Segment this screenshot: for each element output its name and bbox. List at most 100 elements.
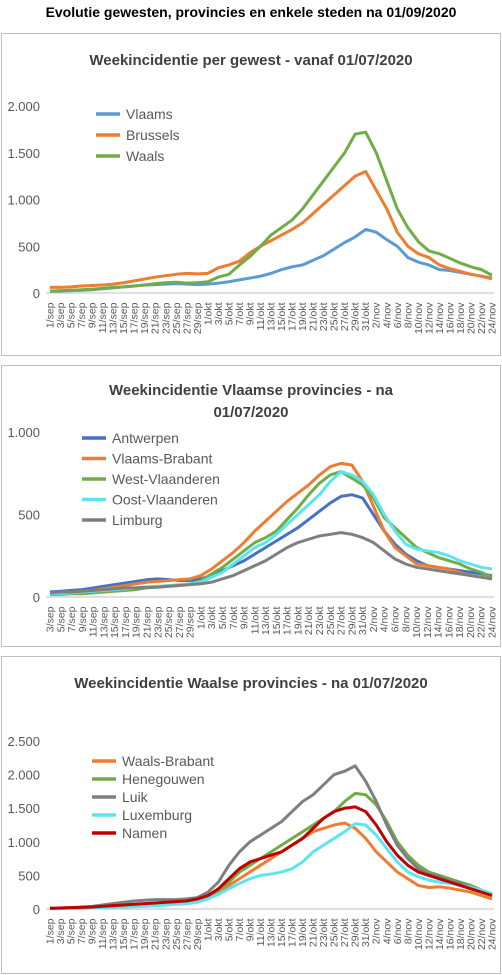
x-tick-label: 1/okt [202, 918, 214, 941]
y-tick-label: 0 [33, 590, 40, 605]
x-tick-label: 8/nov [402, 302, 414, 328]
x-tick-label: 21/sep [150, 918, 162, 950]
x-tick-label: 9/sep [87, 302, 99, 328]
x-tick-label: 2/nov [368, 606, 380, 632]
x-tick-label: 8/nov [400, 606, 412, 632]
series-line [49, 130, 493, 293]
legend-label: Vlaams-Brabant [112, 451, 212, 467]
x-tick-label: 24/nov [487, 918, 499, 950]
x-tick-label: 6/nov [392, 918, 404, 944]
x-tick-label: 14/nov [434, 302, 446, 334]
x-tick-label: 25/okt [329, 302, 341, 331]
series-line [50, 821, 493, 910]
x-tick-label: 16/nov [444, 302, 456, 334]
x-tick-label: 11/sep [88, 606, 100, 637]
x-tick-label: 7/sep [76, 302, 88, 328]
legend-label: West-Vlaanderen [112, 471, 220, 487]
x-tick-label: 11/okt [249, 606, 261, 634]
x-tick-label: 17/sep [129, 302, 141, 334]
x-tick-label: 7/okt [234, 918, 246, 941]
x-tick-label: 20/nov [465, 302, 477, 334]
x-tick-label: 2/nov [371, 918, 383, 944]
x-tick-label: 25/sep [171, 302, 183, 334]
y-tick-label: 2.500 [7, 734, 40, 749]
x-tick-label: 22/nov [476, 918, 488, 950]
x-tick-label: 19/okt [297, 918, 309, 947]
x-tick-label: 19/sep [139, 918, 151, 950]
x-tick-label: 5/okt [217, 606, 229, 629]
x-tick-label: 8/nov [402, 918, 414, 944]
x-tick-label: 29/sep [192, 918, 204, 950]
x-tick-label: 21/sep [142, 606, 154, 638]
series-line [49, 461, 493, 596]
chart-title: Weekincidentie Waalse provincies - na 01… [74, 675, 428, 692]
series-line [50, 169, 493, 289]
x-tick-label: 29/sep [192, 302, 204, 334]
x-tick-label: 15/sep [109, 606, 121, 638]
x-tick-label: 21/sep [150, 302, 162, 334]
chart-panel: 0 500 1.000 1.500 2.000 2.500 1/sep 3/sep 5/sep 7… [1, 656, 501, 974]
x-tick-label: 15/okt [276, 302, 288, 331]
y-tick-label: 1.000 [7, 425, 40, 440]
x-tick-label: 23/sep [152, 606, 164, 638]
x-tick-label: 10/nov [413, 918, 425, 950]
y-tick-label: 0 [33, 286, 40, 301]
x-tick-label: 13/sep [108, 302, 120, 334]
legend-label: Brussels [126, 127, 180, 143]
x-tick-label: 17/okt [287, 918, 299, 947]
x-tick-label: 1/sep [45, 918, 57, 944]
chart-panel: 0 500 1.000 1.500 2.000 1/sep 3/sep 5/sep 7/sep 9… [1, 33, 501, 356]
x-tick-label: 18/nov [455, 302, 467, 334]
chart: 0 500 1.000 3/sep5/sep7/sep9/sep11/sep13/se… [7, 425, 498, 638]
x-tick-label: 1/okt [195, 606, 207, 629]
x-tick-label: 1/sep [45, 302, 57, 328]
x-tick-label: 5/sep [66, 302, 78, 328]
x-tick-label: 4/nov [379, 606, 391, 632]
x-tick-label: 22/nov [476, 302, 488, 334]
x-tick-label: 3/sep [45, 606, 57, 632]
x-tick-label: 16/nov [444, 918, 456, 950]
x-tick-label: 23/okt [314, 606, 326, 635]
page-title: Evolutie gewesten, provincies en enkele … [45, 4, 457, 20]
x-tick-label: 11/sep [97, 302, 109, 333]
x-tick-label: 27/okt [336, 606, 348, 635]
legend-label: Namen [122, 825, 167, 841]
series-line [49, 493, 493, 594]
x-tick-label: 23/okt [318, 302, 330, 331]
x-tick-label: 12/nov [423, 918, 435, 950]
x-tick-label: 9/sep [77, 606, 89, 632]
legend-label: Henegouwen [122, 771, 205, 787]
y-tick-label: 1.500 [7, 146, 40, 161]
chart: 05001.0001.5002.0002.5001/sep3/sep5/sep7… [7, 734, 499, 950]
x-tick-label: 5/okt [223, 302, 235, 325]
x-tick-label: 15/okt [271, 606, 283, 635]
x-tick-label: 1/okt [202, 302, 214, 325]
x-tick-label: 29/okt [350, 302, 362, 331]
x-tick-label: 7/okt [234, 302, 246, 325]
x-tick-label: 7/okt [228, 606, 240, 629]
x-tick-label: 25/sep [171, 918, 183, 950]
x-tick-label: 15/okt [276, 918, 288, 947]
x-tick-label: 7/sep [66, 606, 78, 632]
x-tick-label: 3/okt [213, 918, 225, 941]
x-tick-label: 13/okt [260, 606, 272, 635]
x-tick-label: 17/sep [129, 918, 141, 950]
x-tick-label: 27/sep [181, 302, 193, 334]
y-tick-label: 1.500 [7, 801, 40, 816]
legend-label: Limburg [112, 512, 163, 528]
x-tick-label: 9/okt [244, 302, 256, 325]
x-tick-label: 22/nov [476, 606, 488, 638]
x-tick-label: 5/okt [223, 918, 235, 941]
x-tick-label: 29/okt [350, 918, 362, 947]
x-tick-label: 18/nov [454, 606, 466, 638]
x-tick-label: 27/okt [339, 302, 351, 331]
chart-title: Weekincidentie per gewest - vanaf 01/07/… [89, 52, 413, 69]
x-tick-label: 4/nov [381, 918, 393, 944]
y-tick-label: 1.000 [7, 193, 40, 208]
series-line [49, 791, 493, 910]
y-tick-label: 2.000 [7, 768, 40, 783]
y-tick-label: 500 [18, 868, 40, 883]
x-tick-label: 31/okt [357, 606, 369, 635]
x-tick-label: 27/okt [339, 918, 351, 947]
x-tick-label: 24/nov [487, 302, 499, 334]
